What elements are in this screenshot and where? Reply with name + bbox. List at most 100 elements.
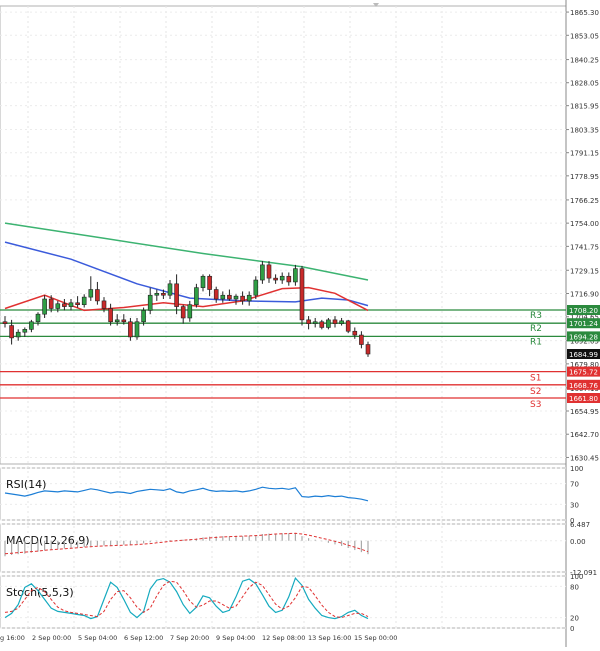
price-tick-label: 1741.75 — [570, 243, 599, 251]
candle-body — [326, 319, 331, 328]
candle-body — [279, 275, 285, 281]
price-tick-label: 1754.00 — [570, 220, 599, 228]
candle-body — [246, 294, 252, 302]
candle-body — [200, 275, 206, 288]
candle-body — [15, 331, 21, 338]
candle-body — [154, 293, 160, 296]
price-tick-label: 1692.05 — [570, 338, 599, 346]
panel-stoch-frame — [0, 575, 567, 629]
price-tick-label: 1766.25 — [570, 197, 599, 205]
x-axis-label: 13 Sep 16:00 — [308, 634, 351, 642]
candle-body — [147, 294, 153, 311]
candle-body — [48, 298, 54, 309]
moving-average-green — [4, 222, 369, 281]
level-price-label-s1: 1675.72 — [569, 369, 598, 377]
candle-body — [365, 344, 371, 355]
candle-body — [88, 289, 94, 298]
current-price-tag — [567, 349, 600, 360]
candle-body — [213, 289, 219, 300]
price-tick-label: 1791.15 — [570, 150, 599, 158]
stoch-tick-label: 100 — [570, 573, 583, 581]
candle-body — [2, 321, 8, 324]
price-tick-label: 1704.65 — [570, 314, 599, 322]
candle-body — [233, 295, 239, 300]
candle-body — [42, 298, 47, 315]
macd-tick-label: 0.00 — [570, 538, 586, 546]
rsi-line — [4, 486, 369, 502]
macd-tick-label: 6.487 — [570, 521, 590, 529]
rsi-tick-label: 70 — [570, 481, 579, 489]
macd-title: MACD(12,26,9) — [6, 534, 90, 547]
candle-body — [174, 283, 179, 307]
candle-body — [101, 300, 107, 309]
candle-body — [306, 319, 311, 324]
candle-body — [121, 319, 127, 323]
candle-body — [9, 325, 14, 339]
candle-body — [345, 320, 351, 332]
candle-body — [352, 330, 358, 336]
level-name-r3: R3 — [530, 311, 542, 321]
price-tick-label: 1865.30 — [570, 9, 599, 17]
candle-body — [95, 289, 100, 302]
candle-body — [319, 321, 325, 328]
level-price-tag-r2 — [567, 318, 600, 329]
level-price-tag-r3 — [567, 305, 600, 316]
candle-body — [332, 319, 338, 324]
rsi-tick-label: 100 — [570, 465, 583, 473]
level-price-label-r3: 1708.20 — [569, 307, 598, 315]
panel-rsi-frame — [0, 467, 567, 521]
rsi-tick-label: 30 — [570, 501, 579, 509]
price-tick-label: 1654.95 — [570, 408, 599, 416]
candle-body — [220, 294, 226, 300]
stoch-main-line — [4, 576, 369, 620]
macd-signal-line — [4, 532, 369, 555]
level-price-label-s3: 1661.80 — [569, 395, 598, 403]
price-tick-label: 1642.70 — [570, 431, 599, 439]
candle-body — [108, 308, 113, 323]
price-tick-label: 1815.95 — [570, 103, 599, 111]
price-tick-label: 1716.90 — [570, 291, 599, 299]
candle-body — [81, 296, 87, 305]
current-price-label: 1684.99 — [569, 351, 598, 359]
candle-body — [55, 303, 61, 309]
x-axis-label: 6 Sep 12:00 — [124, 634, 163, 642]
x-axis-label: 12 Sep 08:00 — [262, 634, 305, 642]
price-tick-label: 1778.95 — [570, 173, 599, 181]
x-axis-label: 5 Sep 04:00 — [78, 634, 117, 642]
candle-body — [253, 279, 259, 296]
stoch-tick-label: 20 — [570, 615, 579, 623]
x-axis-label: 7 Sep 20:00 — [170, 634, 209, 642]
macd-tick-label: -12.091 — [570, 569, 597, 577]
level-name-r2: R2 — [530, 324, 542, 334]
candle-body — [167, 283, 173, 296]
candle-body — [273, 277, 278, 281]
x-axis-label: 15 Sep 00:00 — [354, 634, 397, 642]
stoch-signal-line — [4, 580, 369, 619]
scroll-marker-icon — [373, 3, 379, 7]
candle-body — [194, 287, 199, 305]
level-price-label-r2: 1701.24 — [569, 320, 598, 328]
price-tick-label: 1853.05 — [570, 32, 599, 40]
level-price-label-r1: 1694.28 — [569, 333, 598, 341]
candle-body — [293, 268, 298, 283]
candle-body — [180, 306, 186, 319]
rsi-title: RSI(14) — [6, 478, 46, 491]
level-price-tag-s2 — [567, 379, 600, 390]
candle-body — [128, 321, 133, 338]
price-tick-label: 1679.80 — [570, 361, 599, 369]
price-tick-label: 1729.15 — [570, 267, 599, 275]
candle-body — [134, 321, 140, 338]
candle-body — [114, 319, 120, 323]
candle-body — [312, 321, 318, 324]
candle-body — [286, 275, 292, 283]
level-price-label-s2: 1668.76 — [569, 382, 598, 390]
x-axis-label: 2 Sep 00:00 — [32, 634, 71, 642]
candle-body — [75, 302, 80, 305]
x-axis-label: 9 Sep 04:00 — [216, 634, 255, 642]
candle-body — [299, 268, 305, 321]
price-tick-label: 1630.45 — [570, 454, 599, 462]
candle-body — [359, 334, 364, 345]
candle-body — [240, 295, 245, 302]
candle-body — [141, 310, 146, 323]
